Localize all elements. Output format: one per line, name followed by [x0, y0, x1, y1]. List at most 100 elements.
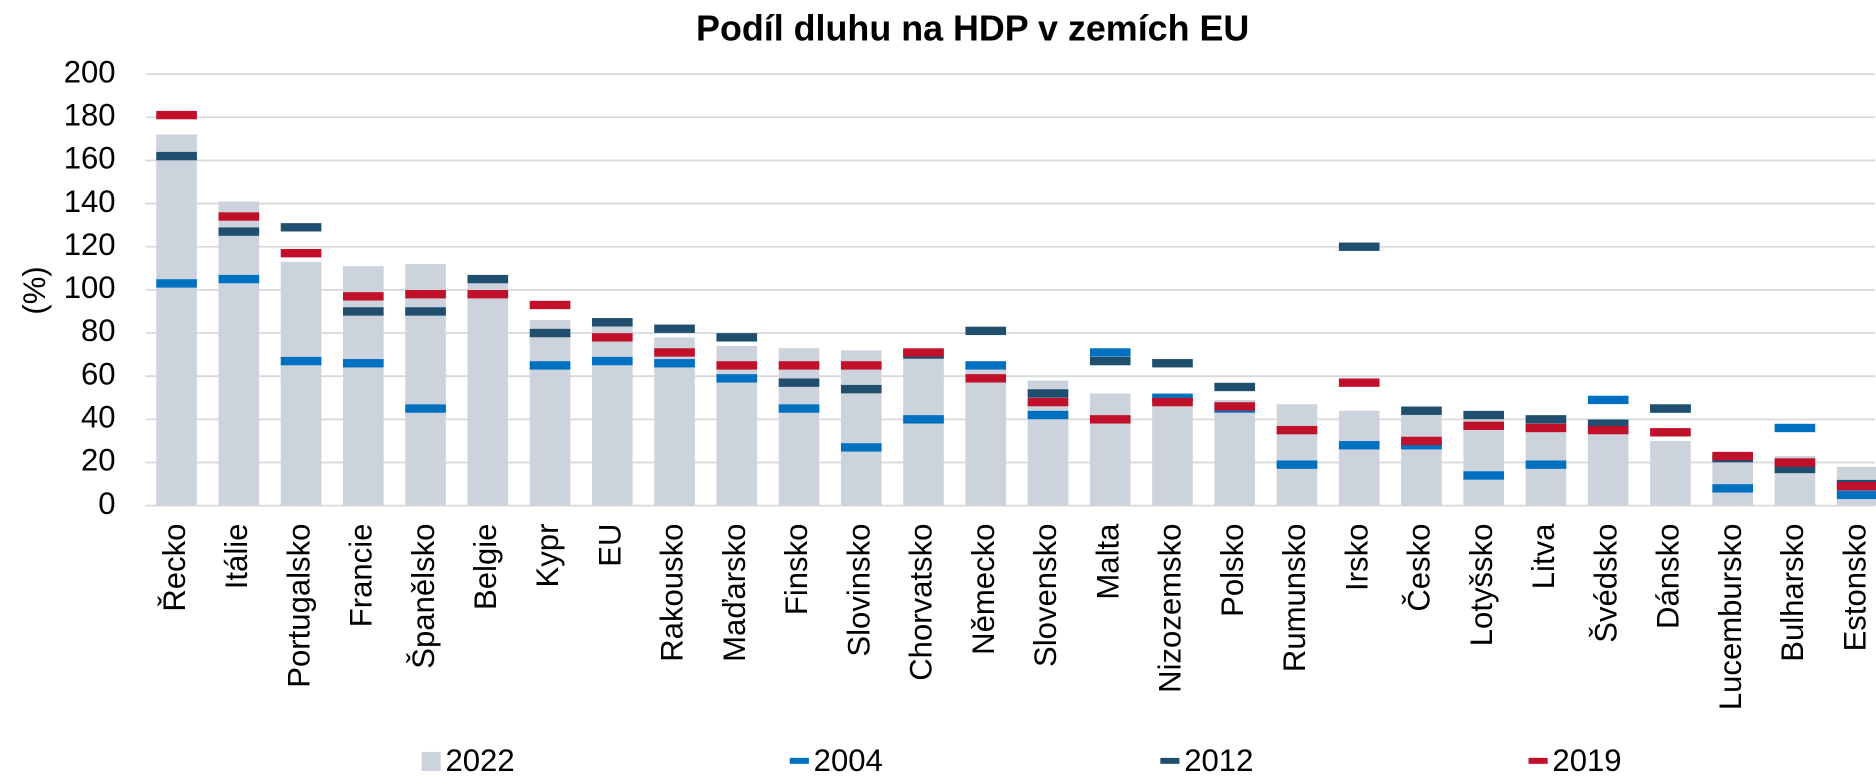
marker	[156, 151, 197, 161]
marker	[342, 359, 384, 368]
marker	[778, 378, 820, 387]
marker	[405, 404, 446, 413]
x-tick-label: Bulharsko	[1775, 524, 1810, 662]
y-tick-label: 160	[64, 141, 116, 176]
marker	[716, 374, 758, 383]
bar	[218, 201, 260, 506]
marker	[1774, 423, 1816, 433]
y-axis-label: (%)	[17, 266, 52, 314]
bar	[591, 324, 633, 506]
bar	[1338, 410, 1380, 506]
y-tick-label: 20	[81, 443, 116, 478]
marker	[1650, 404, 1691, 413]
x-tick-label: Nizozemsko	[1153, 524, 1188, 693]
bar	[280, 261, 322, 506]
marker	[1463, 410, 1505, 420]
marker	[1027, 397, 1069, 407]
marker	[965, 326, 1007, 336]
marker	[1214, 402, 1256, 411]
x-tick-label: Itálie	[219, 524, 254, 590]
marker	[1712, 451, 1753, 461]
legend-label: 2022	[446, 743, 515, 777]
marker	[1836, 482, 1876, 491]
marker	[1525, 460, 1567, 469]
marker	[1525, 415, 1567, 424]
marker	[467, 290, 509, 299]
marker	[467, 274, 509, 284]
marker	[1712, 484, 1753, 493]
x-tick-label: Belgie	[468, 524, 503, 610]
marker	[1276, 460, 1318, 469]
marker	[591, 356, 633, 366]
legend-label: 2019	[1552, 743, 1621, 777]
x-tick-label: Irsko	[1339, 524, 1374, 591]
marker	[280, 356, 322, 366]
y-tick-label: 100	[64, 270, 116, 305]
x-tick-label: Česko	[1402, 524, 1437, 612]
marker	[1650, 428, 1691, 437]
bar	[1650, 440, 1691, 506]
marker	[1463, 421, 1505, 430]
y-tick-label: 60	[81, 356, 116, 391]
marker	[529, 328, 571, 338]
marker	[342, 292, 384, 301]
marker	[965, 361, 1007, 370]
marker	[1152, 359, 1193, 368]
marker	[1089, 415, 1131, 424]
bar	[1276, 404, 1318, 506]
x-tick-label: Lotyšsko	[1464, 524, 1499, 647]
x-tick-label: Finsko	[779, 524, 814, 616]
marker	[778, 404, 820, 413]
marker	[654, 324, 695, 333]
legend-swatch	[1160, 757, 1180, 764]
x-tick-label: Řecko	[157, 524, 192, 612]
marker	[342, 307, 384, 316]
bar	[716, 345, 758, 506]
x-tick-label: Polsko	[1215, 524, 1250, 617]
marker	[1338, 441, 1380, 450]
marker	[1214, 382, 1256, 392]
legend-swatch	[789, 757, 809, 764]
marker	[716, 361, 758, 370]
legend-label: 2004	[814, 743, 883, 777]
marker	[218, 274, 260, 284]
marker	[529, 361, 571, 370]
marker	[654, 348, 695, 357]
marker	[1401, 441, 1442, 450]
marker	[965, 374, 1007, 383]
marker	[840, 361, 882, 370]
y-tick-label: 40	[81, 400, 116, 435]
x-tick-label: Slovinsko	[841, 524, 876, 657]
x-tick-label: EU	[592, 524, 627, 567]
marker	[716, 333, 758, 342]
x-tick-label: Chorvatsko	[904, 524, 939, 681]
marker	[1587, 419, 1629, 428]
bar	[156, 134, 197, 506]
bar	[1587, 434, 1629, 506]
y-tick-label: 180	[64, 97, 116, 132]
y-tick-label: 200	[64, 54, 116, 89]
marker	[1836, 490, 1876, 500]
x-tick-label: Lucembursko	[1713, 524, 1748, 711]
x-tick-label: Rumunsko	[1277, 524, 1312, 673]
marker	[840, 384, 882, 394]
bar	[903, 358, 944, 506]
y-tick-label: 120	[64, 227, 116, 262]
marker	[1587, 395, 1629, 405]
marker	[1089, 356, 1131, 366]
x-tick-label: Estonsko	[1837, 524, 1872, 652]
bar	[840, 350, 882, 506]
x-tick-label: Malta	[1090, 523, 1125, 600]
y-tick-label: 80	[81, 313, 116, 348]
x-tick-label: Německo	[966, 524, 1001, 655]
bar	[1401, 410, 1442, 506]
marker	[280, 249, 322, 258]
x-tick-label: Portugalsko	[281, 524, 316, 688]
marker	[1401, 406, 1442, 415]
marker	[1525, 423, 1567, 433]
marker	[218, 212, 260, 221]
x-tick-label: Rakousko	[655, 524, 690, 662]
marker	[405, 307, 446, 316]
marker	[1338, 378, 1380, 387]
marker	[1401, 436, 1442, 446]
